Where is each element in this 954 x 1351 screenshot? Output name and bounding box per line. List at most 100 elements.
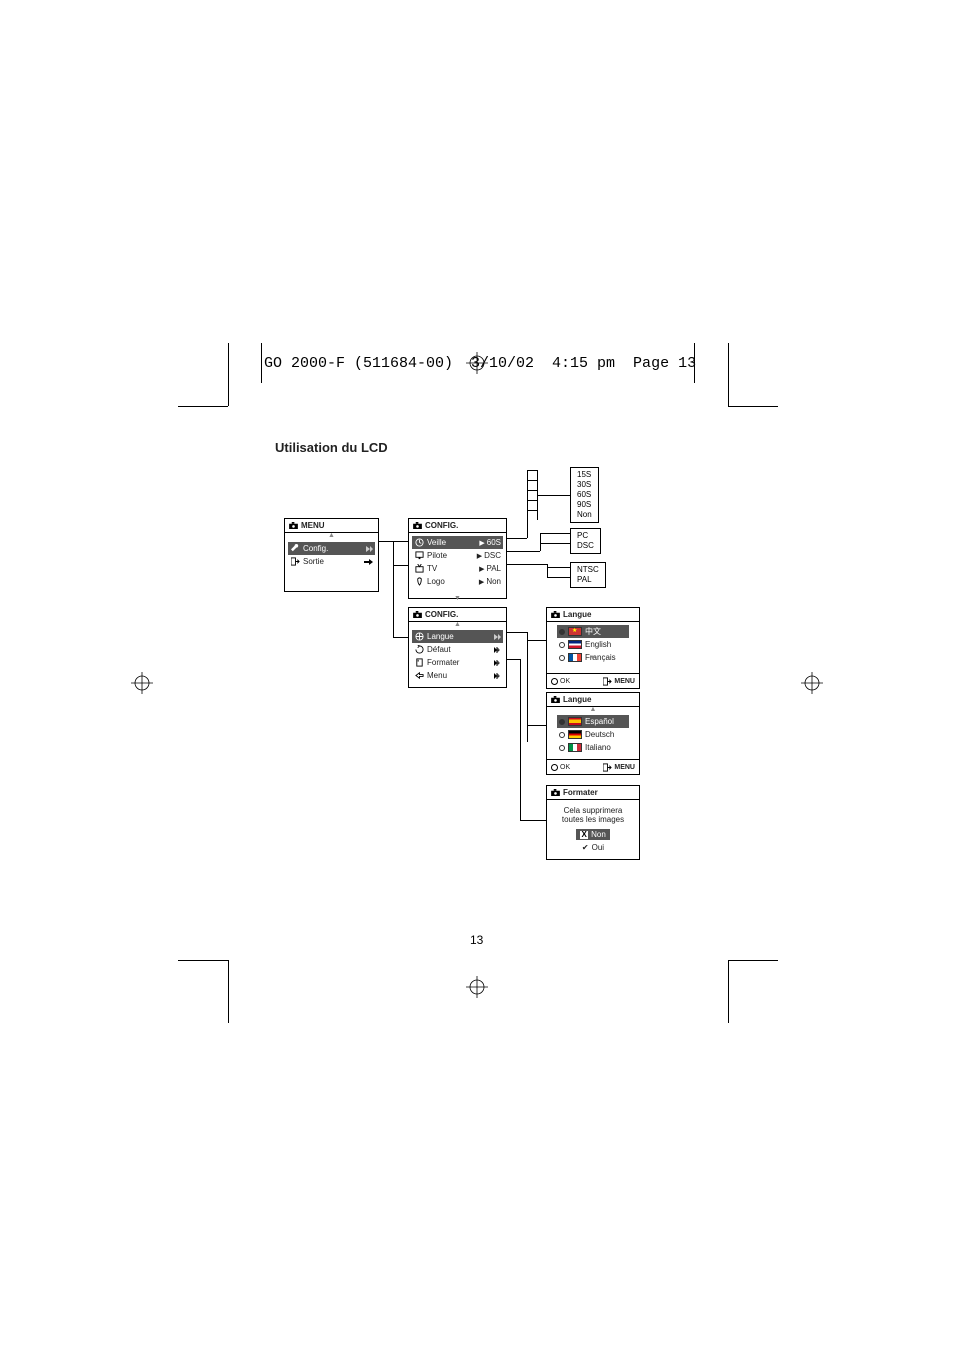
triangle-icon: ▶ — [479, 565, 484, 573]
crop-bar-left — [261, 343, 262, 383]
exit-icon — [603, 677, 612, 686]
option: NTSC — [577, 565, 599, 575]
config2-row-langue[interactable]: Langue — [412, 630, 503, 643]
connector — [547, 577, 570, 578]
flag-icon — [568, 640, 582, 649]
connector — [537, 495, 570, 496]
menu-item-label: Config. — [303, 544, 328, 553]
config2-row-defaut[interactable]: Défaut — [412, 643, 503, 656]
menu-item-label: Sortie — [303, 557, 324, 566]
config2-row-menu[interactable]: Menu — [412, 669, 503, 682]
menu-item-sortie[interactable]: Sortie — [288, 555, 375, 568]
formater-no[interactable]: X Non — [576, 829, 610, 840]
ok-label: OK — [560, 764, 570, 771]
row-label: Langue — [427, 632, 454, 641]
option: PAL — [577, 575, 599, 585]
x-icon: X — [580, 831, 588, 839]
langue2-title: Langue — [563, 695, 591, 704]
flag-icon — [568, 743, 582, 752]
scroll-up-icon: ▲ — [328, 532, 335, 539]
langue1-item-0[interactable]: ★ 中文 — [557, 625, 629, 638]
radio-icon — [559, 655, 565, 661]
connector — [527, 470, 537, 471]
row-label: TV — [427, 564, 437, 573]
config1-row-veille[interactable]: Veille ▶60S — [412, 536, 503, 549]
crop-bot-left-v — [228, 960, 229, 1023]
camera-icon — [551, 789, 560, 796]
menu-panel: MENU ▲ Config. Sortie — [284, 518, 379, 592]
menu-item-config[interactable]: Config. — [288, 542, 375, 555]
radio-icon — [559, 732, 565, 738]
option: DSC — [577, 541, 594, 551]
config1-row-logo[interactable]: Logo ▶Non — [412, 575, 503, 588]
clock-icon — [414, 538, 424, 547]
formater-msg-2: toutes les images — [553, 815, 633, 824]
camera-icon — [413, 611, 422, 618]
connector — [540, 543, 570, 544]
registration-mark-left — [131, 672, 153, 694]
arrow-icon — [491, 659, 501, 667]
langue2-item-2[interactable]: Italiano — [557, 741, 629, 754]
row-label: Défaut — [427, 645, 451, 654]
config2-header: CONFIG. — [409, 608, 506, 622]
arrow-icon — [491, 672, 501, 680]
langue1-item-1[interactable]: English — [557, 638, 629, 651]
tv-icon — [414, 564, 424, 573]
flag-icon — [568, 730, 582, 739]
langue1-header: Langue — [547, 608, 639, 622]
langue2-panel: Langue ▲ Español Deutsch Italiano OK — [546, 692, 640, 775]
crop-bot-left-h — [178, 960, 228, 961]
triangle-icon: ▶ — [477, 552, 482, 560]
page-number: 13 — [470, 933, 483, 947]
registration-mark-right — [801, 672, 823, 694]
config1-row-tv[interactable]: TV ▶PAL — [412, 562, 503, 575]
langue1-panel: Langue ★ 中文 English Français ▼ OK — [546, 607, 640, 689]
globe-icon — [414, 632, 424, 641]
radio-icon — [559, 745, 565, 751]
langue2-item-1[interactable]: Deutsch — [557, 728, 629, 741]
config2-title: CONFIG. — [425, 610, 458, 619]
connector — [520, 659, 521, 820]
connector — [393, 541, 394, 565]
connector — [527, 490, 537, 491]
triangle-icon: ▶ — [479, 578, 484, 586]
print-header: GO 2000-F (511684-00) 3/10/02 4:15 pm Pa… — [264, 355, 696, 372]
config1-header: CONFIG. — [409, 519, 506, 533]
arrow-icon — [491, 646, 501, 654]
back-icon — [414, 671, 424, 680]
reset-icon — [414, 645, 424, 654]
row-label: Logo — [427, 577, 445, 586]
menu-panel-header: MENU — [285, 519, 378, 533]
connector — [393, 565, 394, 637]
flag-icon: ★ — [568, 627, 582, 636]
crop-top-right-v — [728, 343, 729, 406]
tv-options: NTSC PAL — [570, 562, 606, 588]
registration-mark-bottom — [466, 976, 488, 998]
option: 60S — [577, 490, 592, 500]
langue1-title: Langue — [563, 610, 591, 619]
formater-no-label: Non — [591, 830, 606, 839]
connector — [520, 820, 546, 821]
langue1-footer: OK MENU — [547, 673, 639, 688]
page: GO 2000-F (511684-00) 3/10/02 4:15 pm Pa… — [0, 0, 954, 1351]
crop-top-left-h — [178, 406, 228, 407]
connector — [527, 510, 537, 511]
formater-msg-1: Cela supprimera — [553, 806, 633, 815]
check-icon: ✔ — [582, 843, 589, 852]
connector — [540, 533, 541, 551]
option: 30S — [577, 480, 592, 490]
config1-title: CONFIG. — [425, 521, 458, 530]
formater-yes[interactable]: ✔ Oui — [578, 842, 608, 853]
connector — [507, 538, 527, 539]
menu-label: MENU — [614, 764, 635, 771]
row-value: 60S — [487, 538, 501, 547]
config2-row-formater[interactable]: Formater — [412, 656, 503, 669]
triangle-icon: ▶ — [479, 539, 484, 547]
config1-row-pilote[interactable]: Pilote ▶DSC — [412, 549, 503, 562]
camera-icon — [289, 522, 298, 529]
langue2-item-0[interactable]: Español — [557, 715, 629, 728]
config1-panel: CONFIG. Veille ▶60S Pilote ▶DSC TV ▶PAL … — [408, 518, 507, 599]
row-label: Pilote — [427, 551, 447, 560]
row-label: Veille — [427, 538, 446, 547]
connector — [393, 637, 408, 638]
